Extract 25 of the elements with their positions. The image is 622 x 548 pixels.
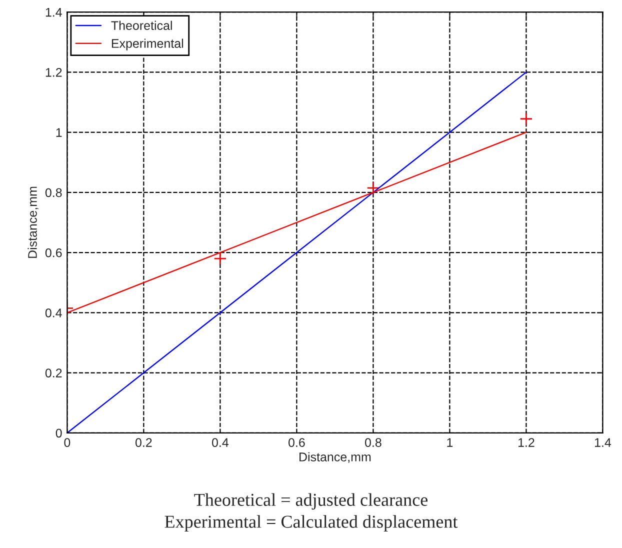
x-tick-label: 0.8 bbox=[365, 438, 382, 447]
legend-label: Experimental bbox=[112, 38, 184, 50]
y-tick-label: 0 bbox=[56, 428, 62, 438]
point bbox=[366, 181, 380, 194]
y-tick-label: 0.6 bbox=[45, 248, 62, 258]
x-axis-title: Distance,mm bbox=[300, 452, 371, 463]
x-tick-label: 1.2 bbox=[518, 438, 534, 447]
y-tick-label: 1.4 bbox=[46, 8, 62, 17]
y-tick-label: 1 bbox=[56, 128, 62, 137]
x-tick-label: 0 bbox=[64, 438, 70, 447]
y-tick-label: 0.8 bbox=[45, 188, 62, 198]
x-tick-label: 0.6 bbox=[288, 438, 305, 447]
x-tick-label: 0.4 bbox=[212, 438, 229, 447]
y-tick-label: 0.4 bbox=[45, 308, 62, 318]
y-tick-label: 1.2 bbox=[46, 68, 62, 77]
x-tick-label: 1.4 bbox=[594, 438, 612, 447]
x-tick-label: 1 bbox=[447, 438, 453, 447]
point bbox=[520, 112, 533, 126]
y-axis-title: Distance,mm bbox=[28, 186, 38, 258]
point bbox=[214, 252, 227, 266]
legend-label: Theoretical bbox=[111, 20, 172, 30]
y-tick-label: 0.2 bbox=[45, 368, 62, 378]
text: Experimental = Calculated displacement bbox=[164, 515, 458, 532]
x-tick-label: 0.2 bbox=[135, 438, 152, 447]
text: Theoretical = adjusted clearance bbox=[194, 493, 428, 510]
